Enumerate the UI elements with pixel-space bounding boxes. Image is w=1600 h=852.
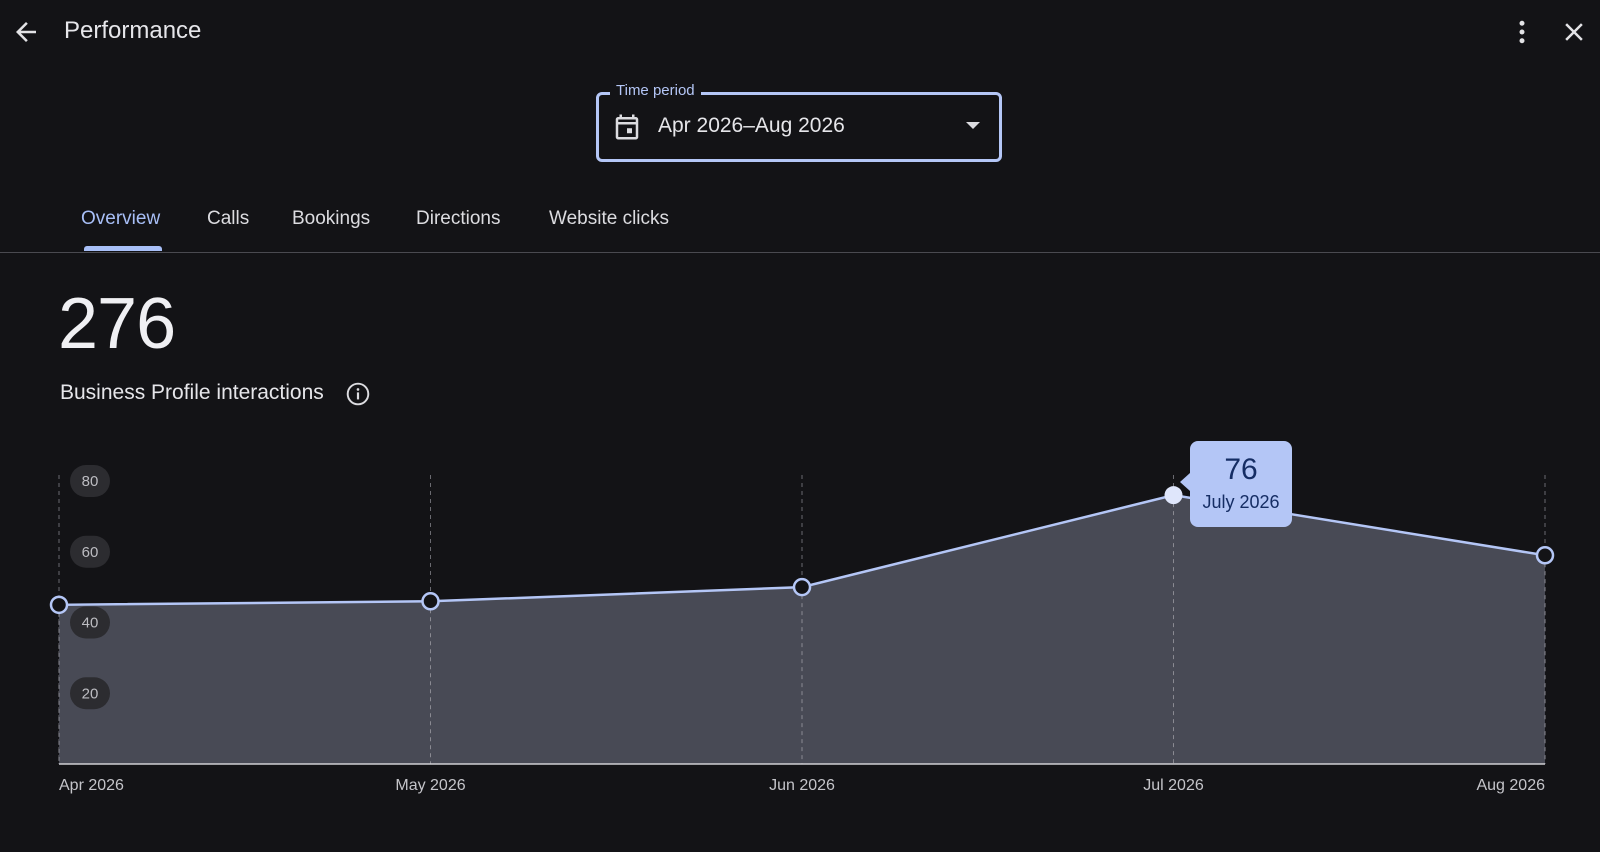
y-tick-pill-20 xyxy=(70,677,110,710)
chart-gridlines-overlay xyxy=(58,495,1546,764)
x-tick-label-2: Jun 2026 xyxy=(769,777,835,794)
active-tab-indicator xyxy=(84,246,162,251)
tab-directions[interactable]: Directions xyxy=(416,208,501,229)
tab-website-clicks[interactable]: Website clicks xyxy=(549,208,670,229)
tooltip-date: July 2026 xyxy=(1202,492,1280,512)
y-tick-label-60: 60 xyxy=(82,544,99,561)
data-point-2[interactable] xyxy=(792,577,812,597)
tooltip-value: 76 xyxy=(1224,453,1258,486)
chart-y-ticks: 20 40 60 80 xyxy=(70,465,110,710)
chart-x-ticks: Apr 2026 May 2026 Jun 2026 Jul 2026 Aug 2026 xyxy=(59,777,1545,794)
tab-overview[interactable]: Overview xyxy=(81,208,161,229)
chart-points xyxy=(49,486,1555,615)
time-period-label: Time period xyxy=(610,82,701,100)
interactions-chart: 20 40 60 80 Apr 2026 May 2026 Jun 2026 Jul 202… xyxy=(49,465,1555,794)
time-period-select[interactable]: Time period Apr 2026–Aug 2026 xyxy=(596,82,1006,164)
x-tick-label-4: Aug 2026 xyxy=(1476,777,1545,794)
arrow-left-icon xyxy=(16,22,36,42)
more-vert-icon xyxy=(1519,20,1525,44)
x-tick-label-3: Jul 2026 xyxy=(1143,777,1204,794)
tabs-divider xyxy=(0,252,1600,253)
data-point-1[interactable] xyxy=(421,592,440,611)
x-tick-label-0: Apr 2026 xyxy=(59,777,124,794)
info-icon[interactable] xyxy=(345,381,371,407)
y-tick-label-40: 40 xyxy=(82,615,99,632)
y-tick-pill-60 xyxy=(70,535,110,568)
tab-bookings[interactable]: Bookings xyxy=(292,208,371,229)
y-tick-pill-40 xyxy=(70,606,110,639)
calendar-icon xyxy=(615,114,639,140)
close-button[interactable] xyxy=(1554,12,1594,52)
close-icon xyxy=(1565,23,1583,41)
tab-bar: Overview Calls Bookings Directions Websi… xyxy=(0,198,1600,252)
top-app-bar: Performance xyxy=(0,0,1600,64)
data-point-4[interactable] xyxy=(1535,546,1555,565)
time-period-value: Apr 2026–Aug 2026 xyxy=(658,114,845,137)
y-tick-pill-80 xyxy=(70,465,110,497)
page-title: Performance xyxy=(64,17,202,44)
more-options-button[interactable] xyxy=(1502,12,1542,52)
x-tick-label-1: May 2026 xyxy=(395,777,465,794)
data-point-3[interactable] xyxy=(1164,486,1183,505)
total-interactions-value: 276 xyxy=(58,284,176,364)
chevron-down-icon xyxy=(966,122,980,129)
chart-tooltip: 76 July 2026 xyxy=(1180,441,1292,527)
back-button[interactable] xyxy=(6,12,46,52)
data-point-0[interactable] xyxy=(49,595,69,615)
y-tick-label-20: 20 xyxy=(82,685,99,702)
tab-calls[interactable]: Calls xyxy=(207,208,250,229)
y-tick-label-80: 80 xyxy=(82,473,99,490)
total-interactions-label: Business Profile interactions xyxy=(60,381,324,404)
time-period-outline xyxy=(596,92,1002,162)
